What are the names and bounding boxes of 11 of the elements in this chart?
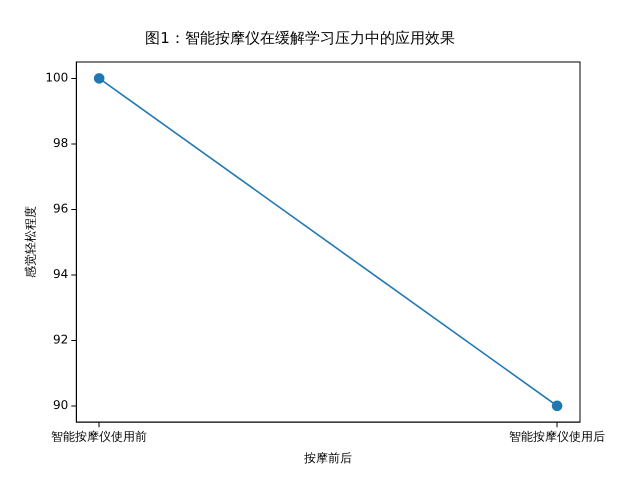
x-axis-title: 按摩前后: [304, 450, 352, 465]
x-tick-label: 智能按摩仪使用前: [51, 430, 148, 444]
y-tick-label: 94: [53, 266, 68, 281]
y-tick-label: 98: [53, 136, 68, 150]
y-axis-title: 感觉轻松程度: [23, 206, 38, 278]
y-tick-label: 92: [53, 332, 68, 346]
y-tick-label: 96: [53, 201, 68, 216]
y-tick-label: 100: [45, 70, 68, 84]
y-tick-label: 90: [53, 398, 68, 412]
x-tick-label: 智能按摩仪使用后: [509, 430, 606, 444]
chart-title: 图1：智能按摩仪在缓解学习压力中的应用效果: [145, 28, 455, 47]
